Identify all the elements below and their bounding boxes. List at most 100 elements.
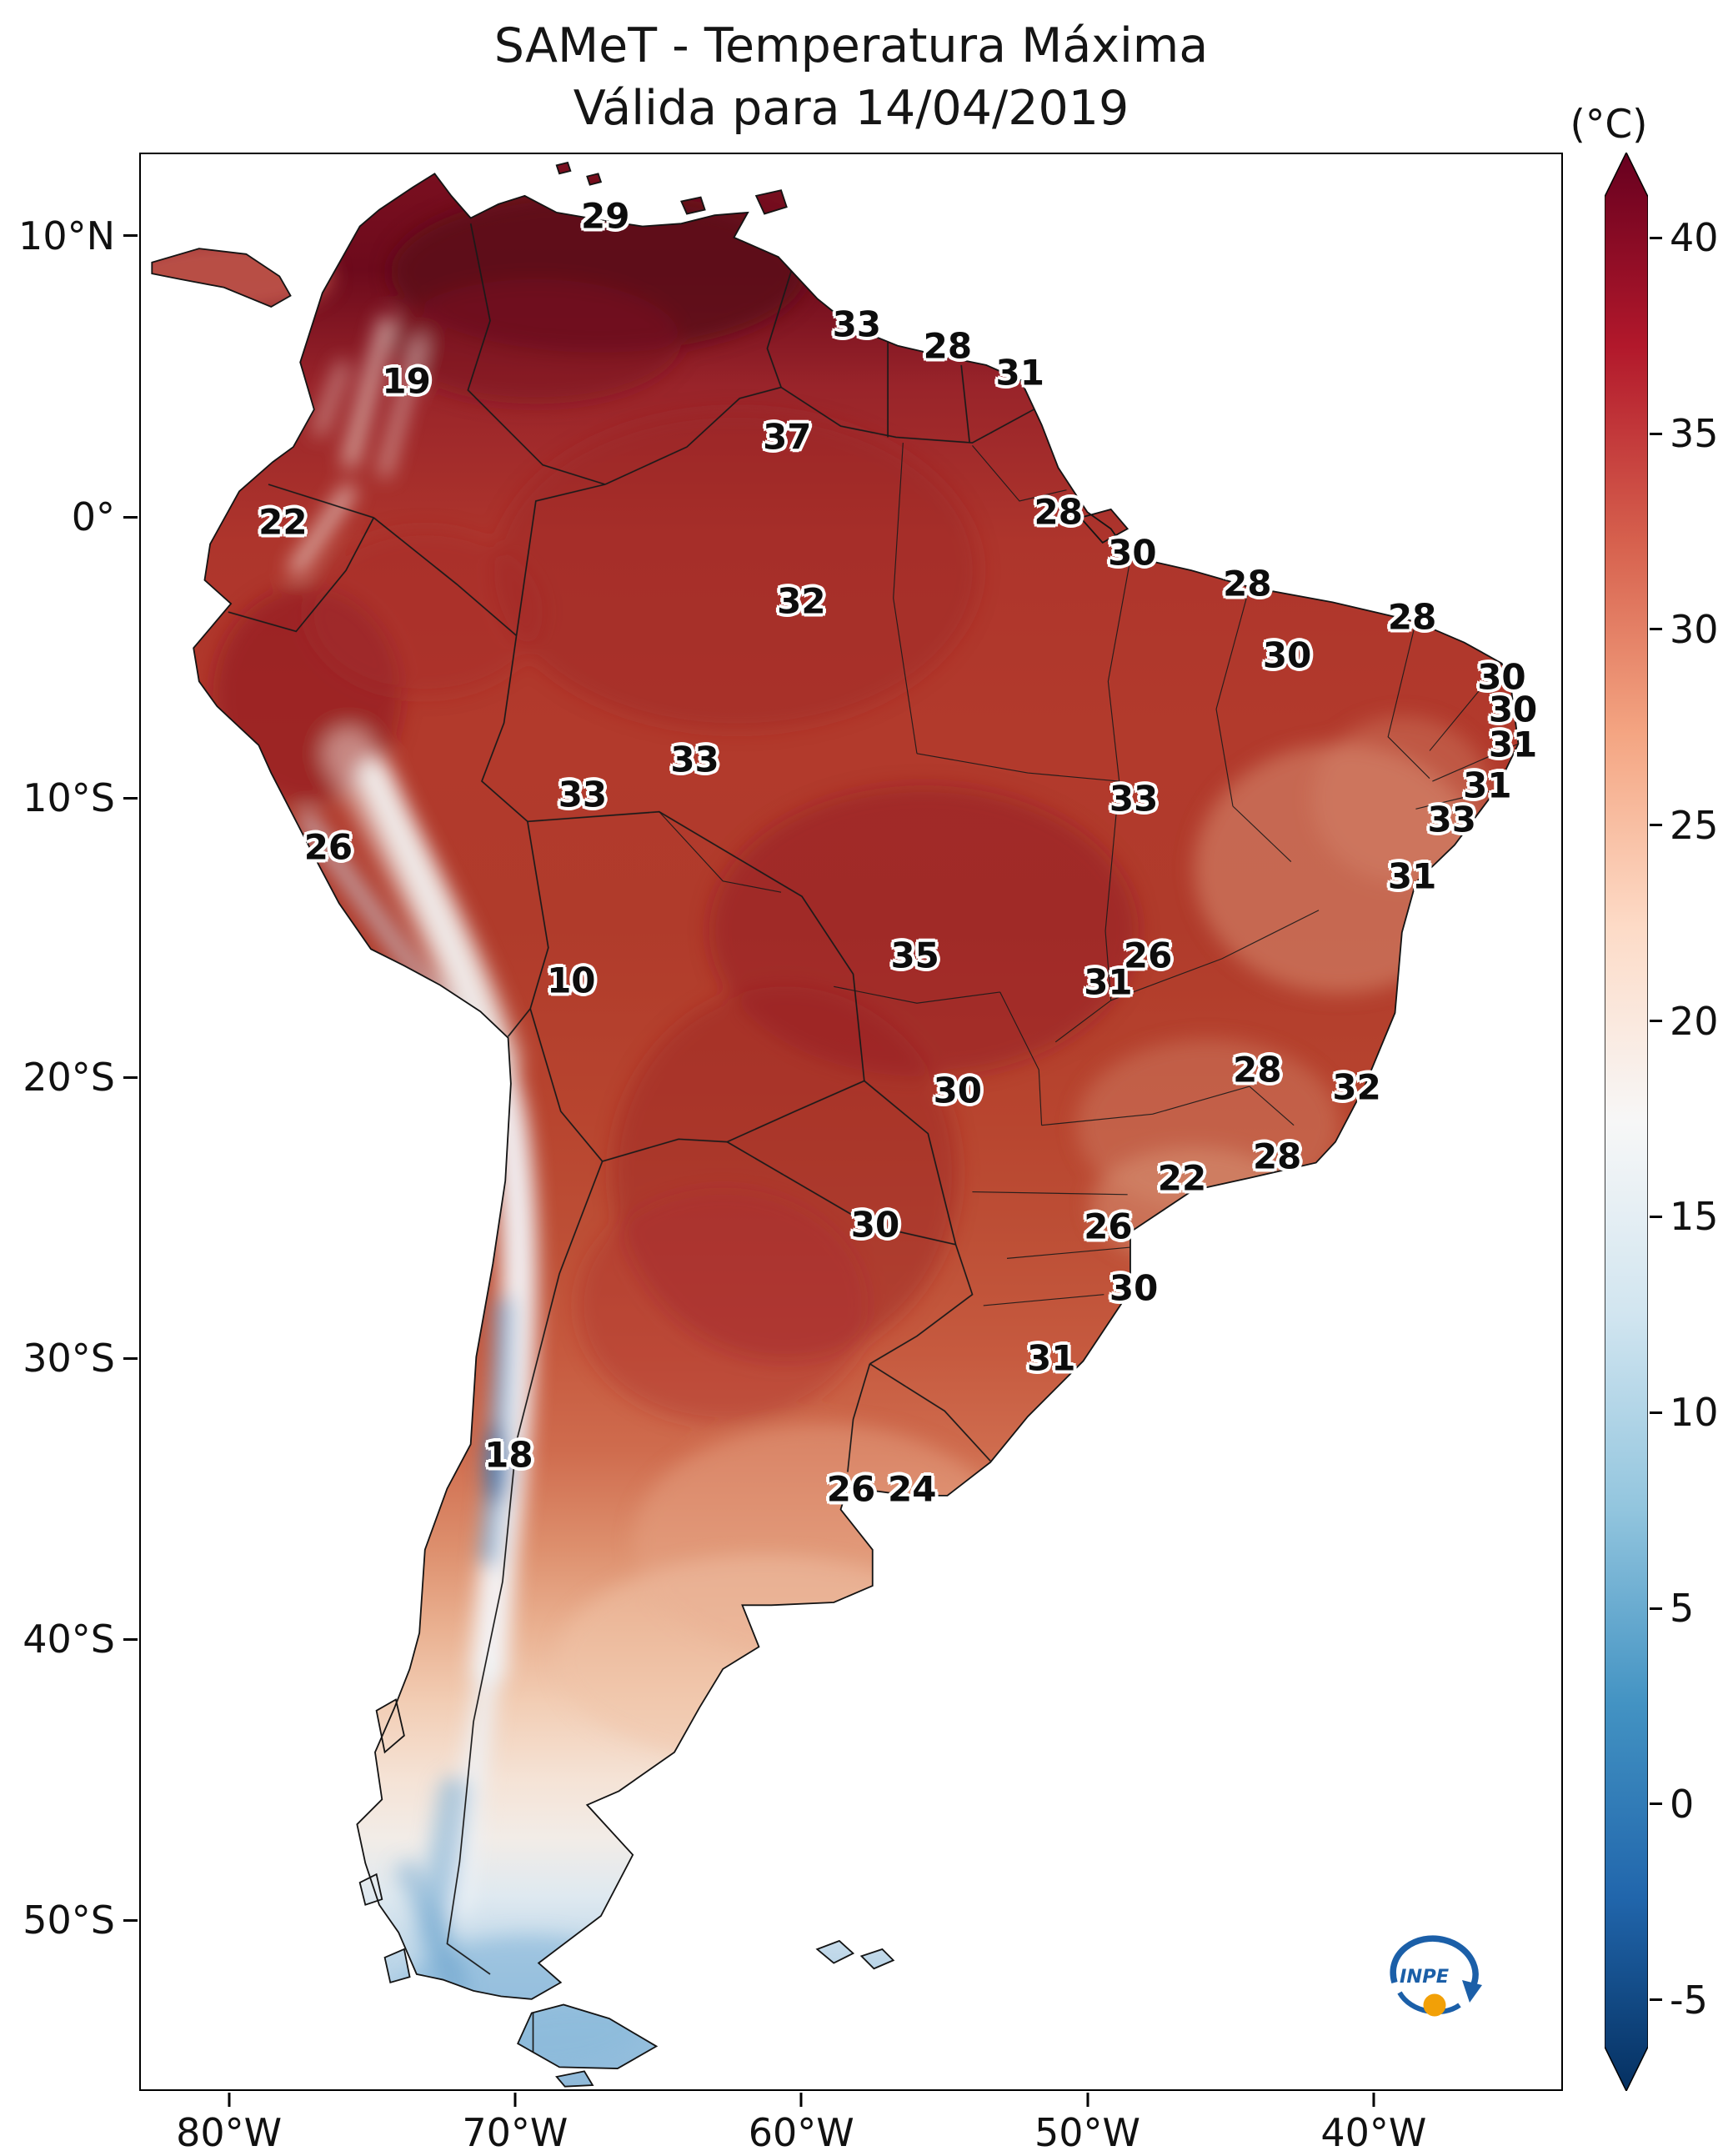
temperature-value-label: 28: [923, 325, 973, 367]
y-axis-tick-mark: [123, 1356, 138, 1360]
colorbar-tick: 40: [1650, 215, 1719, 260]
colorbar-tick-mark: [1650, 236, 1662, 239]
y-axis-tick: 0°: [72, 494, 138, 539]
colorbar-tick-label: 25: [1670, 802, 1719, 848]
x-axis-tick-mark: [228, 2093, 231, 2107]
colorbar-tick-label: 35: [1670, 411, 1719, 457]
temperature-value-label: 30: [933, 1070, 983, 1111]
y-axis-tick-label: 20°S: [23, 1055, 115, 1101]
temperature-value-label: 28: [1252, 1136, 1302, 1177]
y-axis-tick-label: 40°S: [23, 1617, 115, 1662]
colorbar-tick-label: 20: [1670, 998, 1719, 1044]
x-axis-tick-mark: [1086, 2093, 1089, 2107]
temperature-value-label: 26: [826, 1468, 876, 1510]
x-axis-tick: 40°W: [1320, 2093, 1426, 2155]
temperature-value-label: 31: [1387, 855, 1437, 897]
colorbar-tick-mark: [1650, 1020, 1662, 1023]
temperature-value-label: 35: [890, 935, 939, 976]
temperature-value-label: 30: [850, 1204, 900, 1245]
figure-title: SAMeT - Temperatura Máxima Válida para 1…: [139, 15, 1563, 140]
temperature-value-label: 29: [580, 195, 630, 237]
temperature-value-label: 22: [258, 501, 308, 543]
x-axis-tick: 60°W: [749, 2093, 854, 2155]
y-axis-tick: 50°S: [23, 1898, 138, 1943]
y-axis-tick-label: 10°N: [18, 213, 115, 258]
x-axis-tick: 50°W: [1034, 2093, 1140, 2155]
x-axis-tick: 80°W: [176, 2093, 282, 2155]
x-axis-tick-mark: [1372, 2093, 1375, 2107]
colorbar-tick: 15: [1650, 1194, 1719, 1239]
colorbar-tick-mark: [1650, 1998, 1662, 2002]
temperature-value-label: 28: [1233, 1049, 1282, 1091]
y-axis-tick-mark: [123, 1075, 138, 1079]
colorbar-ticks: 40 35 30 25 20 15 10 5 0 -5: [1650, 153, 1723, 2091]
x-axis-tick-label: 60°W: [748, 2110, 854, 2155]
colorbar-tick: 25: [1650, 803, 1719, 848]
temperature-value-label: 30: [1262, 634, 1312, 676]
y-axis-tick: 30°S: [23, 1336, 138, 1381]
colorbar-tick: 10: [1650, 1390, 1719, 1435]
colorbar-gradient-bar: [1605, 153, 1648, 2091]
colorbar-tick-label: 5: [1670, 1586, 1695, 1632]
colorbar: [1605, 153, 1648, 2091]
colorbar-tick-label: 30: [1670, 606, 1719, 652]
colorbar-tick-mark: [1650, 1215, 1662, 1218]
temperature-value-label: 30: [1477, 656, 1526, 698]
colorbar-tick-label: 40: [1670, 215, 1719, 261]
y-axis-tick-label: 10°S: [23, 775, 115, 821]
temperature-value-label: 32: [777, 580, 826, 622]
south-america-temperature-map: [151, 162, 1520, 2088]
y-axis-tick: 40°S: [23, 1617, 138, 1662]
temperature-value-label: 31: [995, 352, 1044, 394]
y-axis-tick-label: 0°: [71, 494, 115, 540]
colorbar-tick: 35: [1650, 411, 1719, 456]
x-axis-tick-label: 40°W: [1320, 2110, 1427, 2155]
colorbar-tick: -5: [1650, 1978, 1708, 2023]
x-axis-tick-label: 50°W: [1034, 2110, 1141, 2155]
colorbar-tick-label: 10: [1670, 1390, 1719, 1436]
x-axis-tick-mark: [513, 2093, 517, 2107]
colorbar-tick-mark: [1650, 1803, 1662, 1806]
y-axis-tick-mark: [123, 796, 138, 800]
x-axis-tick-label: 70°W: [462, 2110, 568, 2155]
inpe-logo: INPE: [1361, 1913, 1503, 2038]
colorbar-tick: 20: [1650, 999, 1719, 1044]
temperature-value-label: 28: [1387, 596, 1437, 638]
temperature-value-label: 33: [832, 303, 882, 345]
temperature-value-label: 37: [763, 416, 812, 458]
temperature-value-label: 30: [1109, 1267, 1159, 1309]
temperature-value-label: 33: [670, 739, 719, 780]
x-axis-tick: 70°W: [462, 2093, 568, 2155]
y-axis-tick: 10°S: [23, 775, 138, 820]
temperature-value-label: 22: [1157, 1157, 1207, 1199]
temperature-value-label: 31: [1488, 724, 1538, 765]
y-axis-tick-mark: [123, 515, 138, 519]
y-axis-tick: 10°N: [18, 213, 138, 258]
temperature-value-label: 33: [1427, 799, 1477, 840]
temperature-value-label: 31: [1027, 1337, 1076, 1379]
temperature-value-label: 10: [547, 960, 596, 1001]
temperature-value-label: 32: [1332, 1066, 1381, 1108]
colorbar-tick-label: -5: [1670, 1977, 1708, 2023]
temperature-value-label: 26: [1123, 935, 1173, 976]
colorbar-tick-mark: [1650, 824, 1662, 827]
temperature-value-label: 31: [1084, 961, 1133, 1003]
temperature-value-label: 33: [1109, 778, 1159, 820]
temperature-value-label: 30: [1108, 532, 1157, 574]
temperature-value-label: 18: [484, 1434, 533, 1476]
logo-arrowhead-icon: [1461, 1980, 1482, 2003]
state-borders: [659, 443, 1519, 1306]
temperature-value-label: 26: [1084, 1206, 1133, 1247]
y-axis-tick-label: 50°S: [23, 1898, 115, 1943]
temperature-value-label: 31: [1463, 765, 1512, 806]
temperature-annotations: 29 33 28 31 19 37 22 28 30 28 32 28 30 30 30 31 33 31 33 33…: [141, 154, 1561, 2089]
x-axis: 80°W 70°W 60°W 50°W 40°W: [139, 2093, 1563, 2156]
temperature-value-label: 33: [558, 774, 608, 815]
temperature-value-label: 28: [1223, 563, 1272, 604]
title-line2: Válida para 14/04/2019: [573, 81, 1129, 137]
temperature-value-label: 19: [382, 360, 431, 402]
x-axis-tick-mark: [799, 2093, 803, 2107]
colorbar-tick: 30: [1650, 607, 1719, 652]
logo-orange-ball-icon: [1423, 1993, 1446, 2017]
temperature-value-label: 28: [1034, 491, 1084, 533]
